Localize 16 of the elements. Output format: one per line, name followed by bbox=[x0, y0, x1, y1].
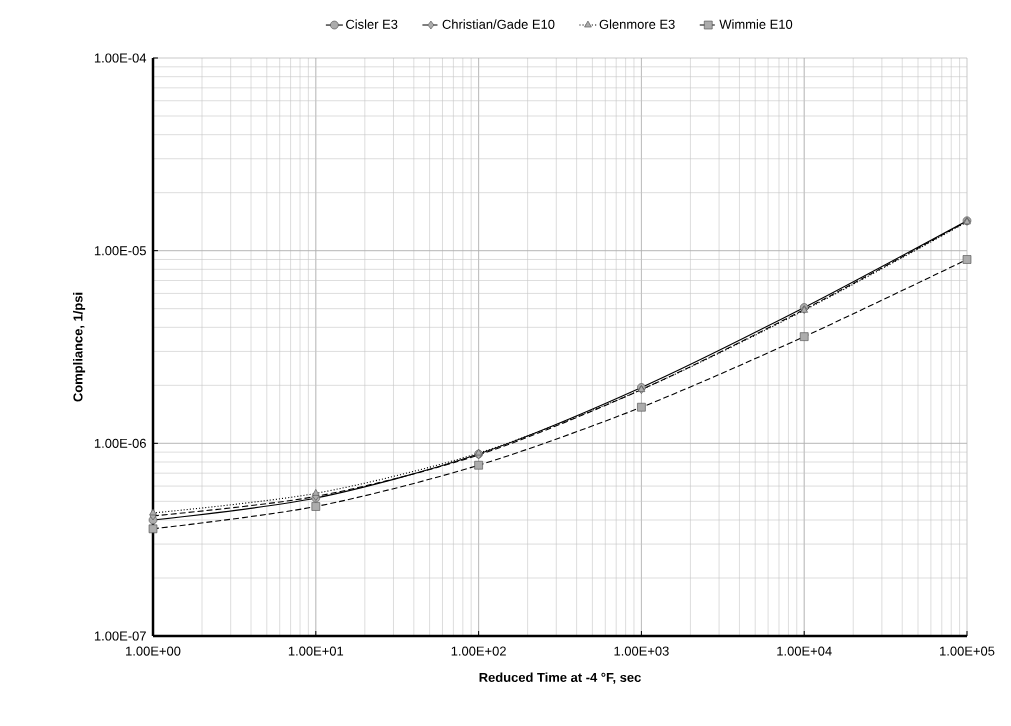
y-tick-label: 1.00E-06 bbox=[94, 438, 146, 448]
x-tick-label: 1.00E+00 bbox=[126, 646, 181, 656]
legend-label: Cisler E3 bbox=[346, 19, 398, 29]
y-tick-label: 1.00E-04 bbox=[94, 53, 147, 63]
x-tick-label: 1.00E+04 bbox=[777, 646, 832, 656]
x-tick-label: 1.00E+02 bbox=[451, 646, 506, 656]
x-tick-label: 1.00E+05 bbox=[940, 646, 995, 656]
x-tick-label: 1.00E+01 bbox=[288, 646, 344, 656]
y-axis-title: Compliance, 1/psi bbox=[73, 292, 86, 402]
y-tick-label: 1.00E-05 bbox=[94, 246, 146, 256]
x-axis-title: Reduced Time at -4 °F, sec bbox=[479, 672, 641, 684]
legend-label: Wimmie E10 bbox=[719, 19, 793, 29]
legend-label: Christian/Gade E10 bbox=[442, 19, 555, 29]
y-tick-label: 1.00E-07 bbox=[94, 631, 146, 641]
x-tick-label: 1.00E+03 bbox=[614, 646, 669, 656]
legend-label: Glenmore E3 bbox=[599, 19, 675, 29]
